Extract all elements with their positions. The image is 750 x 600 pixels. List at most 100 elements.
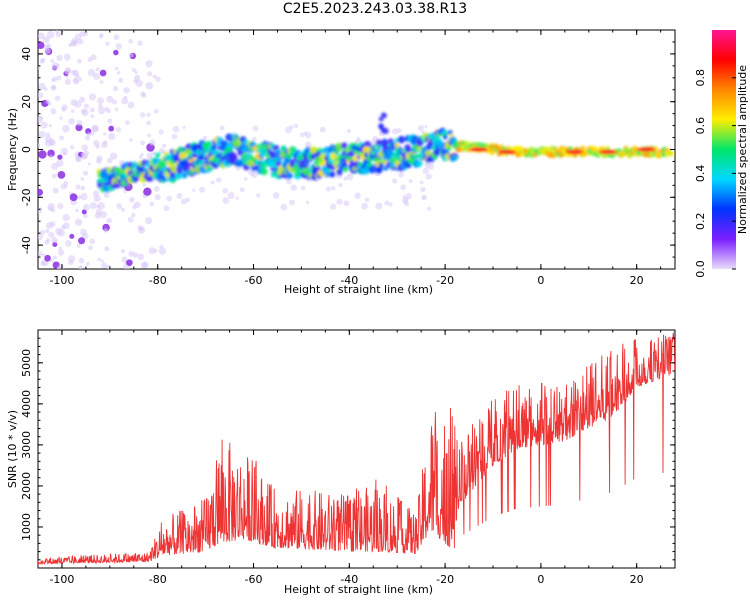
x-tick-label: 20 <box>630 573 644 586</box>
track-blob <box>155 152 161 158</box>
noise-blob <box>106 95 114 103</box>
noise-blob <box>89 202 97 210</box>
noise-blob <box>172 125 180 133</box>
x-tick-label: -20 <box>436 573 454 586</box>
noise-blob <box>114 107 119 112</box>
track-blob <box>182 173 188 179</box>
noise-blob <box>364 197 370 203</box>
noise-blob <box>404 201 410 207</box>
noise-blob <box>280 203 288 211</box>
noise-blob <box>57 154 63 160</box>
noise-blob <box>199 186 206 193</box>
noise-blob <box>346 173 354 181</box>
track-blob <box>446 146 452 151</box>
track-blob <box>206 140 212 147</box>
noise-blob <box>398 172 404 178</box>
noise-blob <box>116 203 123 210</box>
noise-blob <box>420 186 426 193</box>
track-blob <box>406 163 412 169</box>
noise-blob <box>180 198 187 205</box>
noise-blob <box>319 126 326 133</box>
track-blob <box>260 150 267 157</box>
noise-blob <box>80 228 87 236</box>
noise-blob <box>251 136 257 142</box>
snr-y-axis: 1000 2000 3000 4000 5000 <box>20 329 675 569</box>
red-peak <box>469 147 488 152</box>
noise-blob <box>106 264 112 269</box>
noise-blob <box>57 170 66 179</box>
noise-blob <box>64 67 72 75</box>
noise-blob <box>69 193 78 202</box>
noise-blob <box>356 136 361 142</box>
noise-blob <box>255 193 261 198</box>
noise-blob <box>300 185 306 191</box>
noise-blob <box>154 194 161 201</box>
noise-blob <box>103 192 110 198</box>
noise-blob <box>85 261 90 266</box>
noise-blob <box>48 123 53 128</box>
noise-blob <box>88 93 97 101</box>
noise-blob <box>290 184 298 191</box>
noise-blob <box>77 58 82 64</box>
noise-blob <box>346 128 352 134</box>
noise-blob <box>210 180 215 185</box>
noise-blob <box>154 109 159 114</box>
spectrogram-y-label: Frequency (Hz) <box>6 108 19 191</box>
noise-blob <box>98 103 103 109</box>
track-blob <box>286 172 293 179</box>
noise-blob <box>59 135 64 141</box>
colorbar-tick-label: 0.8 <box>694 69 707 87</box>
track-blob <box>653 146 659 152</box>
track-blob <box>295 170 302 177</box>
colorbar-tick-label: 0.6 <box>694 117 707 135</box>
track-blob <box>309 146 318 154</box>
noise-blob <box>42 36 50 43</box>
noise-blob <box>392 178 398 184</box>
noise-blob <box>115 127 122 133</box>
track-blob <box>256 143 261 149</box>
noise-blob <box>134 70 138 75</box>
noise-blob <box>424 124 428 128</box>
noise-blob <box>408 179 413 184</box>
noise-blob <box>331 186 336 191</box>
noise-blob <box>82 153 88 160</box>
noise-blob <box>68 118 76 125</box>
noise-blob <box>51 173 57 179</box>
noise-blob <box>83 203 90 211</box>
noise-blob <box>60 147 68 156</box>
noise-blob <box>161 143 167 148</box>
noise-blob <box>90 54 97 61</box>
noise-blob <box>293 123 299 129</box>
track-blob <box>667 150 673 156</box>
track-blob <box>410 135 418 143</box>
noise-blob <box>54 95 61 102</box>
noise-blob <box>135 79 143 88</box>
noise-blob <box>286 179 292 185</box>
noise-blob <box>330 203 337 210</box>
track-blob <box>417 161 423 167</box>
signal-track <box>96 112 675 193</box>
track-blob <box>284 156 293 165</box>
noise-blob <box>95 144 100 149</box>
noise-blob <box>75 124 83 132</box>
noise-blob <box>75 184 81 190</box>
track-blob <box>436 140 445 149</box>
noise-blob <box>68 259 74 266</box>
noise-blob <box>38 150 47 159</box>
noise-blob <box>222 188 228 194</box>
noise-blob <box>158 247 167 255</box>
noise-blob <box>56 54 63 62</box>
noise-blob <box>219 125 225 131</box>
track-blob <box>376 139 383 147</box>
noise-blob <box>146 133 151 138</box>
snr-x-label: Height of straight line (km) <box>284 583 433 596</box>
noise-blob <box>50 59 55 63</box>
noise-blob <box>325 186 332 192</box>
y-tick-label: 5000 <box>20 349 33 377</box>
noise-blob <box>171 133 178 140</box>
track-blob <box>413 153 420 160</box>
noise-blob <box>421 130 425 135</box>
noise-blob <box>49 221 56 227</box>
track-blob <box>269 151 278 160</box>
noise-blob <box>112 86 119 92</box>
